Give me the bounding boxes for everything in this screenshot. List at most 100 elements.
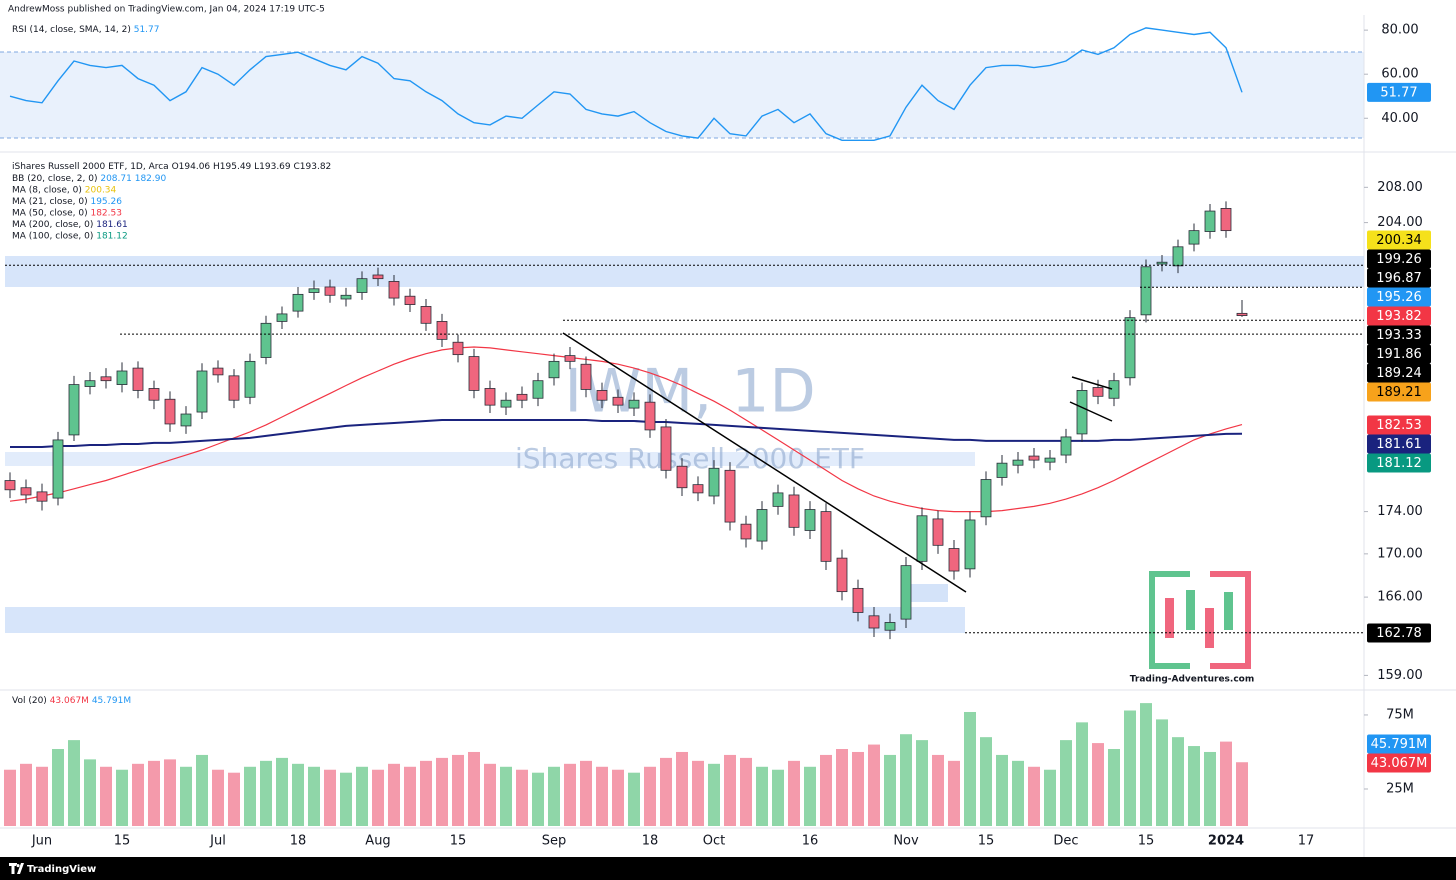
volume-bar — [1108, 749, 1120, 826]
watermark-subtitle: iShares Russell 2000 ETF — [515, 442, 865, 475]
candle-body — [708, 467, 720, 497]
volume-bar — [468, 751, 480, 826]
y-tick-label: 170.00 — [1377, 546, 1423, 561]
legend-name: MA (100, close, 0) — [12, 231, 93, 241]
legend-row: MA (21, close, 0) 195.26 — [12, 197, 122, 207]
price-badge: 189.21 — [1376, 385, 1422, 400]
y-tick-label: 159.00 — [1377, 668, 1423, 683]
volume-bar — [292, 763, 304, 826]
price-badge: 199.26 — [1376, 252, 1422, 267]
vol-legend: Vol (20) 43.067M 45.791M — [12, 696, 131, 706]
flag-line — [1071, 376, 1113, 390]
volume-bar — [660, 757, 672, 826]
volume-bar — [596, 766, 608, 826]
candle-body — [1012, 459, 1024, 466]
volume-bar — [1188, 746, 1200, 826]
price-badge: 189.24 — [1376, 366, 1422, 381]
volume-bar — [180, 766, 192, 826]
candle-body — [1156, 261, 1168, 265]
candle-body — [212, 367, 224, 376]
candle-body — [420, 306, 432, 324]
candle-body — [1028, 455, 1040, 461]
volume-bar — [1140, 703, 1152, 826]
price-badge-bg — [1367, 287, 1431, 307]
candle-body — [324, 286, 336, 296]
logo-bracket — [1210, 571, 1251, 669]
legend-name: MA (50, close, 0) — [12, 208, 88, 218]
volume-bar — [756, 766, 768, 826]
volume-bar — [84, 759, 96, 826]
legend-value: 195.26 — [90, 197, 122, 207]
candle-body — [532, 380, 544, 399]
candle-body — [996, 462, 1008, 478]
candle-body — [436, 321, 448, 340]
volume-bar — [516, 769, 528, 826]
price-badge-bg — [1367, 230, 1431, 250]
volume-bar — [1156, 719, 1168, 826]
x-tick-label: 16 — [802, 834, 819, 849]
price-badge-bg — [1367, 268, 1431, 288]
volume-bar — [692, 760, 704, 826]
volume-bar — [788, 760, 800, 826]
rsi-badge-bg — [1367, 82, 1431, 102]
candle-body — [596, 390, 608, 401]
legend-row: MA (50, close, 0) 182.53 — [12, 208, 122, 218]
volume-bar — [452, 754, 464, 826]
candle-body — [68, 384, 80, 436]
candle-body — [468, 356, 480, 391]
volume-bar — [1044, 769, 1056, 826]
legend-value: 208.71 182.90 — [100, 174, 166, 184]
volume-bar — [148, 760, 160, 826]
price-badge-bg — [1367, 382, 1431, 402]
candle-body — [1188, 230, 1200, 245]
rsi-line — [9, 27, 1243, 141]
volume-bar — [548, 766, 560, 826]
candle-body — [644, 401, 656, 431]
volume-bar — [4, 769, 16, 826]
price-badge: 196.87 — [1376, 271, 1422, 286]
volume-bar — [964, 711, 976, 826]
trend-line — [562, 332, 967, 593]
candle-body — [964, 519, 976, 570]
volume-bar — [980, 737, 992, 826]
legend-row: MA (100, close, 0) 181.12 — [12, 231, 128, 241]
volume-bar — [612, 769, 624, 826]
volume-bar — [564, 763, 576, 826]
volume-bar — [1092, 743, 1104, 826]
zone — [902, 584, 948, 602]
footer-icon — [9, 863, 24, 874]
price-badge: 200.34 — [1376, 233, 1422, 248]
volume-bar — [244, 766, 256, 826]
ohlc: O194.06 H195.49 L193.69 C193.82 — [172, 162, 332, 172]
volume-bar — [132, 763, 144, 826]
candle-body — [1060, 436, 1072, 456]
rsi-badge: 51.77 — [1380, 85, 1417, 100]
x-tick-label: 18 — [642, 834, 659, 849]
volume-bar — [868, 744, 880, 826]
volume-bar — [1076, 722, 1088, 826]
candle-body — [740, 523, 752, 540]
x-tick-label: Nov — [893, 834, 919, 849]
volume-badge-bg — [1367, 734, 1431, 754]
x-tick-label: 15 — [114, 834, 131, 849]
price-badge-bg — [1367, 306, 1431, 326]
candle-body — [1044, 457, 1056, 463]
candle-body — [1124, 317, 1136, 379]
volume-bar — [196, 754, 208, 826]
legend-value: 181.12 — [96, 231, 128, 241]
candle-body — [676, 465, 688, 489]
logo-candle — [1186, 590, 1195, 630]
candle-body — [388, 281, 400, 299]
volume-bar — [804, 766, 816, 826]
candle-body — [292, 293, 304, 312]
volume-bar — [532, 772, 544, 826]
volume-bar — [884, 754, 896, 826]
logo-candle — [1224, 592, 1233, 630]
legend-name: MA (8, close, 0) — [12, 185, 82, 195]
symbol-title: iShares Russell 2000 ETF, 1D, Arca — [12, 162, 169, 172]
volume-bar — [228, 772, 240, 826]
volume-bar — [1236, 762, 1248, 826]
candle-body — [692, 484, 704, 494]
volume-bar — [52, 749, 64, 826]
rsi-title: RSI (14, close, SMA, 14, 2) — [12, 25, 131, 35]
